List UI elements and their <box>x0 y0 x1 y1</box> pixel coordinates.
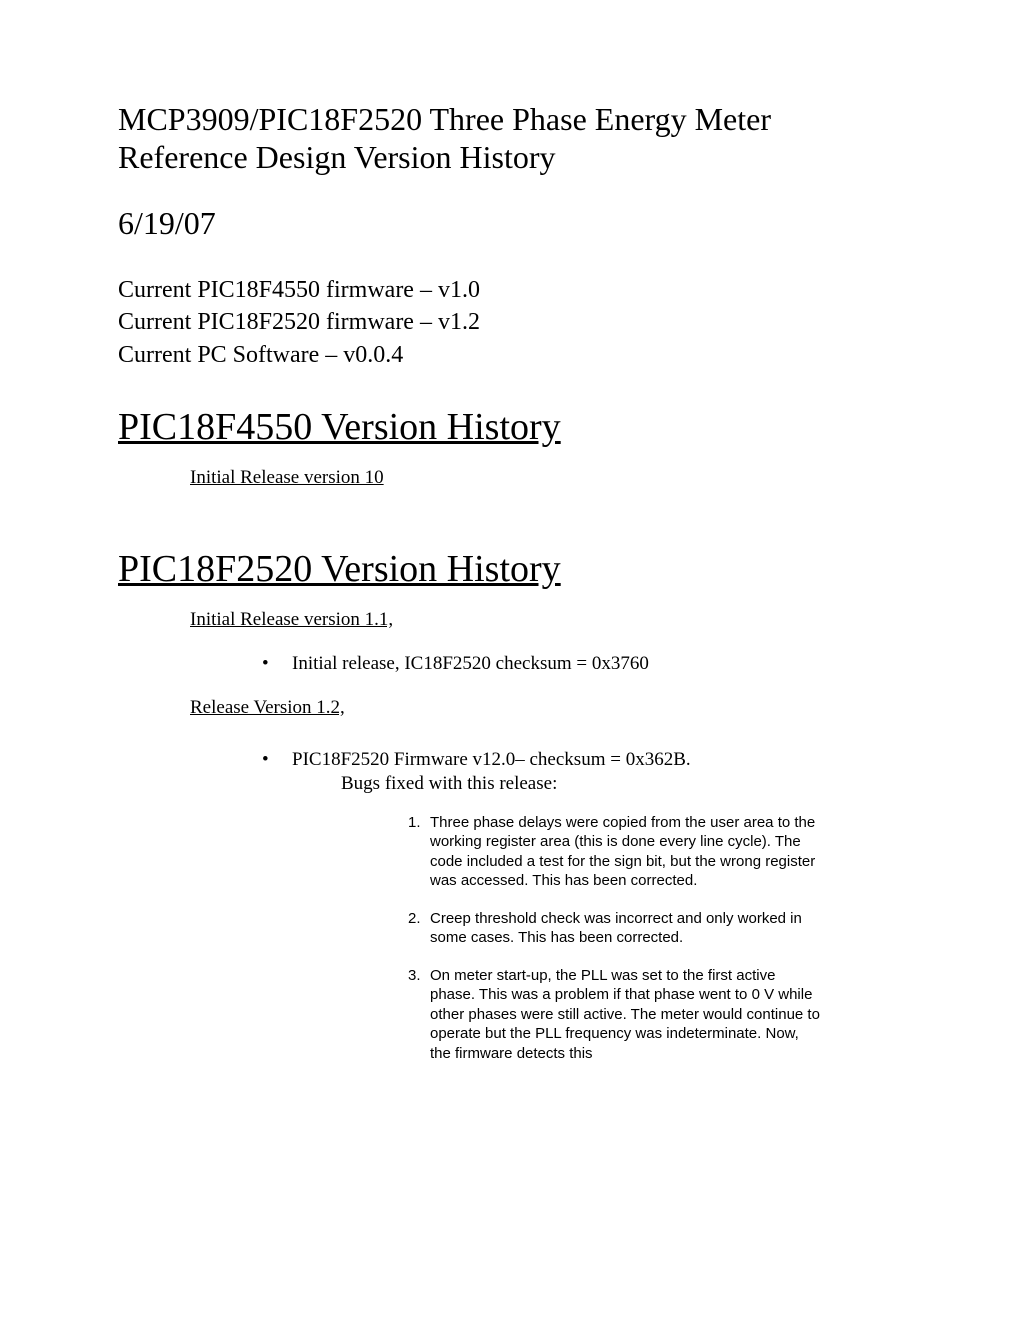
section2-header: PIC18F2520 Version History <box>118 547 902 591</box>
section2-release1-label: Initial Release version 1.1, <box>190 609 902 631</box>
numbered-text: Creep threshold check was incorrect and … <box>430 909 820 948</box>
current-version-line3: Current PC Software – v0.0.4 <box>118 339 902 371</box>
bullet-icon: • <box>262 749 292 771</box>
number-marker: 2. <box>408 909 430 929</box>
numbered-text: Three phase delays were copied from the … <box>430 813 820 891</box>
section2-release2-label: Release Version 1.2, <box>190 697 902 719</box>
numbered-item: 3. On meter start-up, the PLL was set to… <box>408 966 902 1064</box>
document-title: MCP3909/PIC18F2520 Three Phase Energy Me… <box>118 100 902 177</box>
section1-release1-label: Initial Release version 10 <box>190 467 902 489</box>
bullet-text-line2: Bugs fixed with this release: <box>341 773 902 795</box>
bullet-item: • PIC18F2520 Firmware v12.0– checksum = … <box>262 749 902 795</box>
bullet-icon: • <box>262 653 292 675</box>
number-marker: 3. <box>408 966 430 986</box>
numbered-text: On meter start-up, the PLL was set to th… <box>430 966 820 1064</box>
number-marker: 1. <box>408 813 430 833</box>
bullet-text-line1: PIC18F2520 Firmware v12.0– checksum = 0x… <box>292 749 691 770</box>
bullet-item: • Initial release, IC18F2520 checksum = … <box>262 653 902 675</box>
numbered-item: 1. Three phase delays were copied from t… <box>408 813 902 891</box>
numbered-item: 2. Creep threshold check was incorrect a… <box>408 909 902 948</box>
document-date: 6/19/07 <box>118 205 902 242</box>
current-version-line1: Current PIC18F4550 firmware – v1.0 <box>118 274 902 306</box>
current-version-line2: Current PIC18F2520 firmware – v1.2 <box>118 306 902 338</box>
bullet-text: Initial release, IC18F2520 checksum = 0x… <box>292 653 902 675</box>
current-versions-block: Current PIC18F4550 firmware – v1.0 Curre… <box>118 274 902 371</box>
section1-header: PIC18F4550 Version History <box>118 405 902 449</box>
